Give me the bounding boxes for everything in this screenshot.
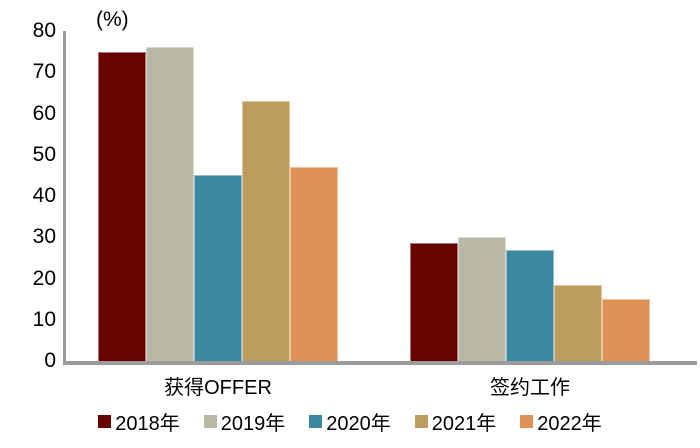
plot-area bbox=[63, 31, 697, 365]
bar-2020-offer bbox=[194, 175, 242, 361]
bar-2020-signed-job bbox=[506, 250, 554, 361]
bar-2019-offer bbox=[146, 47, 194, 361]
bar-2022-signed-job bbox=[602, 299, 650, 361]
y-tick-20: 20 bbox=[32, 267, 56, 290]
legend-label-2021: 2021年 bbox=[431, 413, 497, 435]
y-tick-40: 40 bbox=[32, 184, 56, 207]
y-tick-10: 10 bbox=[32, 308, 56, 331]
y-tick-0: 0 bbox=[44, 349, 56, 372]
bar-2022-offer bbox=[290, 167, 338, 361]
legend-item-2018: 2018年 bbox=[98, 407, 180, 436]
bar-2018-offer bbox=[98, 52, 146, 361]
x-label-offer: 获得OFFER bbox=[164, 377, 272, 399]
legend-item-2019: 2019年 bbox=[203, 407, 286, 436]
y-tick-50: 50 bbox=[32, 143, 56, 166]
legend-label-2018: 2018年 bbox=[115, 413, 180, 435]
legend-item-2021: 2021年 bbox=[414, 407, 497, 436]
legend: 2018年 2019年 2020年 2021年 2022年 bbox=[0, 407, 700, 436]
y-axis-unit-label: (%) bbox=[96, 8, 129, 31]
legend-item-2022: 2022年 bbox=[520, 407, 602, 436]
y-tick-70: 70 bbox=[32, 60, 56, 83]
y-tick-80: 80 bbox=[32, 19, 56, 42]
legend-swatch-2018 bbox=[98, 415, 112, 428]
legend-swatch-2022 bbox=[520, 415, 534, 428]
legend-swatch-2019 bbox=[203, 415, 217, 428]
bar-2021-signed-job bbox=[554, 285, 602, 361]
legend-swatch-2021 bbox=[414, 415, 428, 428]
legend-swatch-2020 bbox=[309, 415, 323, 428]
y-tick-30: 30 bbox=[32, 225, 56, 248]
bar-2019-signed-job bbox=[458, 237, 506, 361]
x-label-signed-job: 签约工作 bbox=[490, 377, 570, 399]
bar-2021-offer bbox=[242, 101, 290, 361]
y-tick-60: 60 bbox=[32, 102, 56, 125]
legend-label-2022: 2022年 bbox=[537, 413, 602, 435]
legend-label-2019: 2019年 bbox=[220, 413, 286, 435]
legend-item-2020: 2020年 bbox=[309, 407, 391, 436]
bar-2018-signed-job bbox=[410, 243, 458, 361]
legend-label-2020: 2020年 bbox=[326, 413, 391, 435]
